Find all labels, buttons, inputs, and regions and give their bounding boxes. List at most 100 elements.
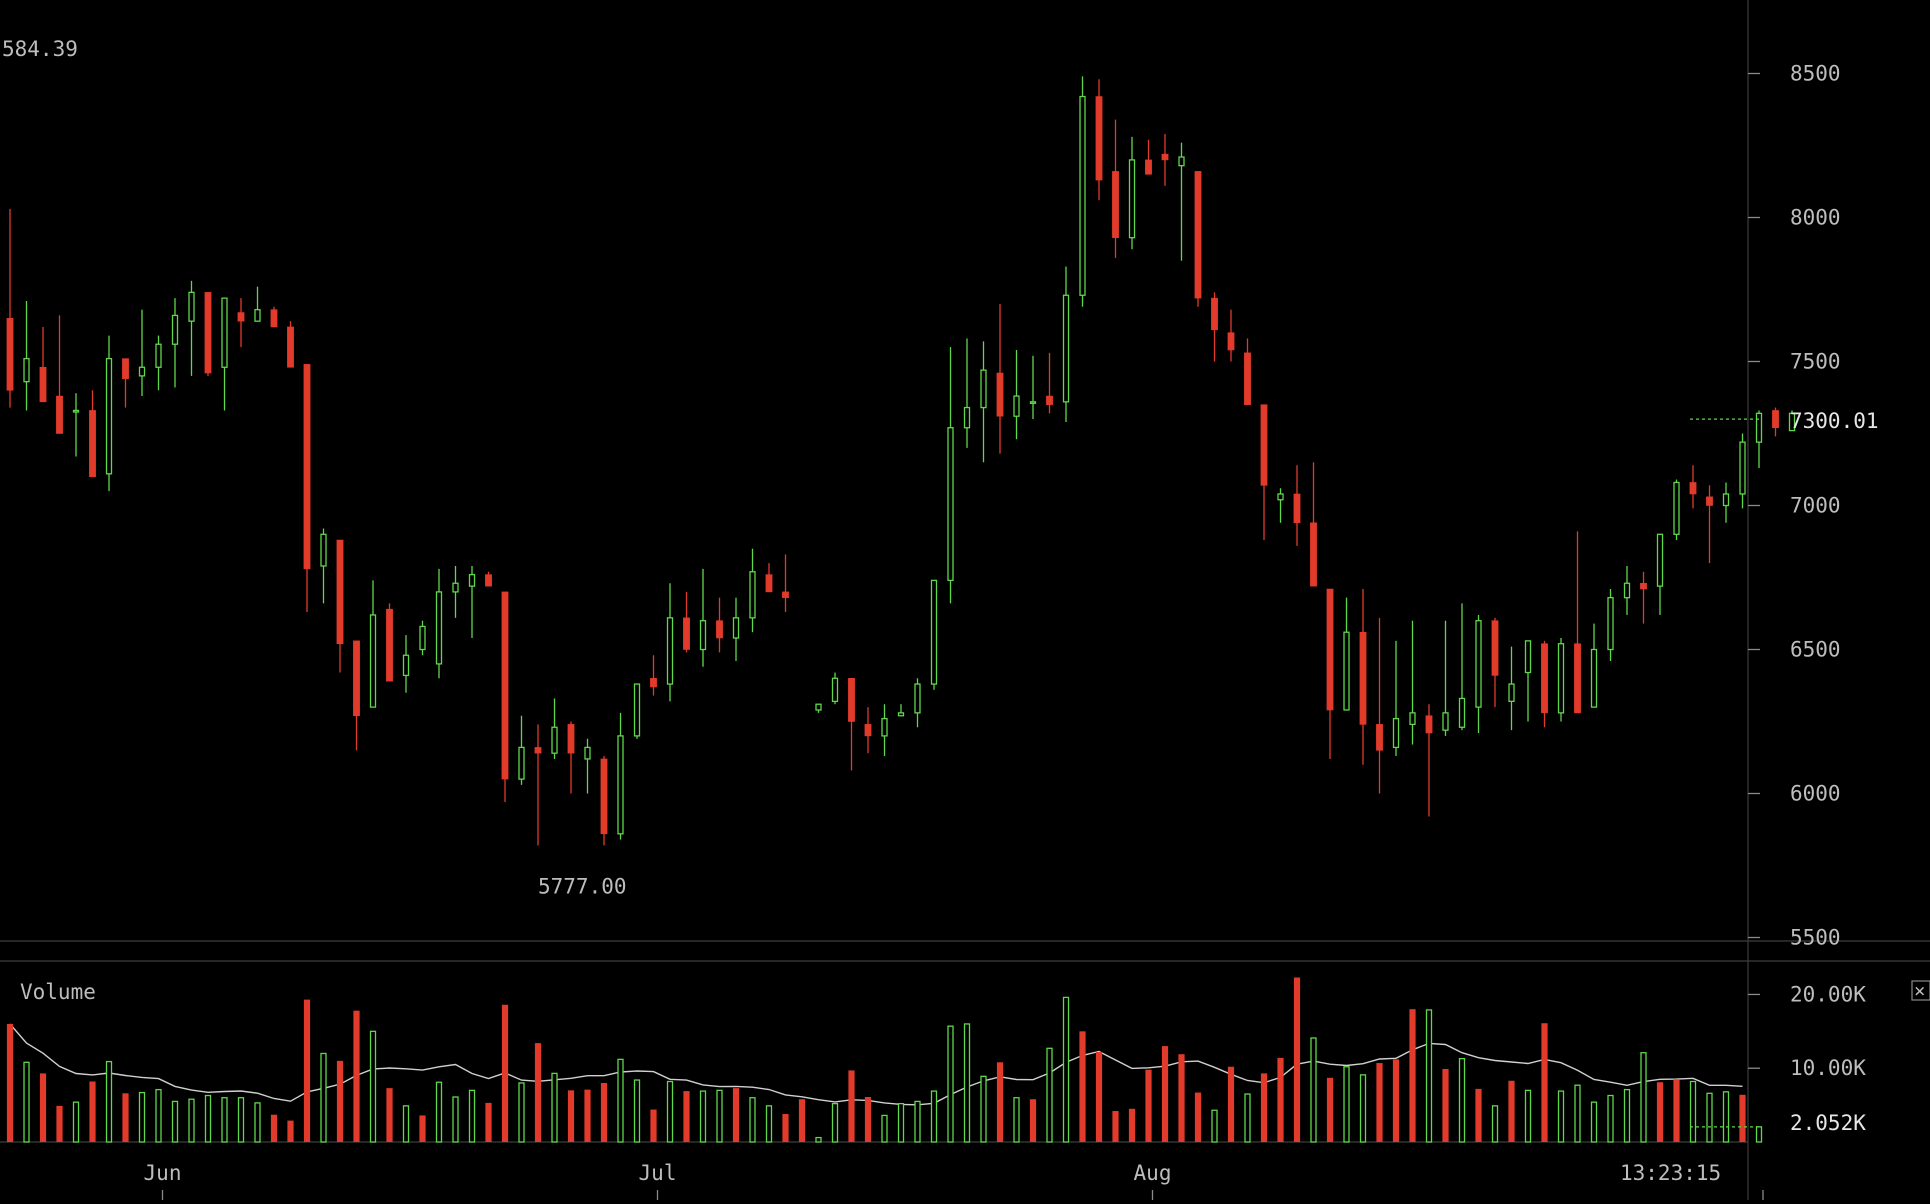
- volume-bar: [881, 1114, 888, 1143]
- volume-bar: [996, 1062, 1004, 1142]
- candle: [1640, 571, 1647, 624]
- candle-body: [1293, 493, 1301, 524]
- volume-bar: [782, 1113, 789, 1142]
- candle: [617, 712, 624, 840]
- candle: [138, 309, 146, 397]
- candle-body: [287, 326, 294, 368]
- volume-bar: [1689, 1080, 1697, 1143]
- volume-bar: [1574, 1084, 1581, 1143]
- candle: [848, 677, 855, 771]
- candle: [1211, 292, 1218, 362]
- candle: [254, 286, 261, 322]
- candle-body: [914, 683, 921, 714]
- time-tick-label: Jul: [639, 1161, 677, 1185]
- candle: [386, 603, 393, 682]
- candle-body: [930, 579, 938, 685]
- volume-bar: [1739, 1094, 1746, 1142]
- candle: [1772, 407, 1779, 437]
- candle-body: [320, 533, 327, 567]
- candle: [1739, 433, 1746, 509]
- candle: [1277, 488, 1284, 523]
- candle: [1491, 617, 1499, 708]
- candle: [1260, 404, 1268, 541]
- candle: [6, 208, 14, 408]
- candle: [468, 565, 476, 638]
- current-volume-bar: [1755, 1126, 1763, 1143]
- volume-bar: [270, 1114, 278, 1142]
- candle-body: [89, 410, 96, 477]
- candle: [947, 347, 954, 604]
- volume-bar: [1524, 1089, 1532, 1143]
- candle-body: [1574, 643, 1581, 714]
- candle-body: [996, 372, 1004, 417]
- candle: [1326, 588, 1334, 759]
- candle-body: [336, 539, 344, 645]
- candle-body: [1161, 153, 1169, 161]
- candle: [353, 640, 360, 751]
- candle: [56, 315, 63, 434]
- candle-body: [1112, 171, 1119, 238]
- candle: [567, 721, 575, 794]
- candle: [584, 738, 591, 794]
- volume-bar: [930, 1090, 938, 1143]
- close-icon[interactable]: ×: [1914, 980, 1925, 1002]
- candle: [699, 568, 707, 667]
- volume-bar: [1541, 1023, 1548, 1142]
- volume-bar: [749, 1097, 756, 1143]
- candle-body: [749, 571, 756, 619]
- volume-bar: [485, 1102, 492, 1142]
- candle: [963, 338, 971, 448]
- candle-body: [584, 746, 591, 760]
- volume-bar: [1046, 1047, 1053, 1143]
- volume-moving-average: [9, 1023, 1743, 1106]
- volume-bar: [419, 1115, 426, 1142]
- volume-bar: [683, 1091, 690, 1142]
- volume-bar: [1079, 1031, 1086, 1142]
- candle: [534, 724, 542, 846]
- volume-bar: [798, 1099, 806, 1142]
- candle: [1706, 485, 1713, 564]
- candle-body: [963, 406, 971, 429]
- candle-body: [1013, 395, 1020, 417]
- volume-bar: [1475, 1088, 1482, 1142]
- volume-bar: [1376, 1063, 1383, 1142]
- candle: [600, 756, 608, 846]
- volume-pane-close-button[interactable]: ×: [1911, 980, 1930, 1002]
- candle: [171, 298, 179, 388]
- candle-body: [1194, 171, 1202, 299]
- price-candles: [6, 76, 1796, 846]
- candle: [1409, 620, 1416, 745]
- candle-body: [419, 625, 426, 651]
- candle-body: [1095, 96, 1103, 181]
- candle: [1425, 704, 1433, 817]
- volume-bar: [1277, 1057, 1284, 1142]
- candle-body: [1475, 620, 1482, 708]
- candle: [996, 303, 1004, 454]
- candle: [666, 583, 674, 702]
- candle-body: [1739, 441, 1746, 495]
- volume-bar: [534, 1043, 542, 1142]
- volume-tick-label: 20.00K: [1790, 982, 1866, 1006]
- volume-bar: [435, 1081, 443, 1143]
- candle-body: [765, 574, 773, 593]
- candle-body: [1409, 712, 1416, 726]
- candle: [303, 364, 311, 613]
- candle: [105, 335, 113, 492]
- candle-body: [1557, 643, 1565, 714]
- volume-bar: [320, 1052, 327, 1143]
- candle-body: [1590, 648, 1598, 708]
- candle-body: [1343, 631, 1350, 711]
- volume-bar: [221, 1097, 228, 1143]
- candle: [864, 707, 872, 754]
- volume-bar: [1623, 1088, 1631, 1143]
- volume-bar: [402, 1105, 410, 1143]
- volume-bar: [1425, 1009, 1433, 1143]
- candle-body: [1260, 404, 1268, 486]
- volume-bar: [89, 1081, 96, 1142]
- candle-body: [1079, 95, 1086, 296]
- candle-body: [782, 591, 789, 598]
- candle-body: [435, 591, 443, 665]
- candle: [831, 672, 839, 705]
